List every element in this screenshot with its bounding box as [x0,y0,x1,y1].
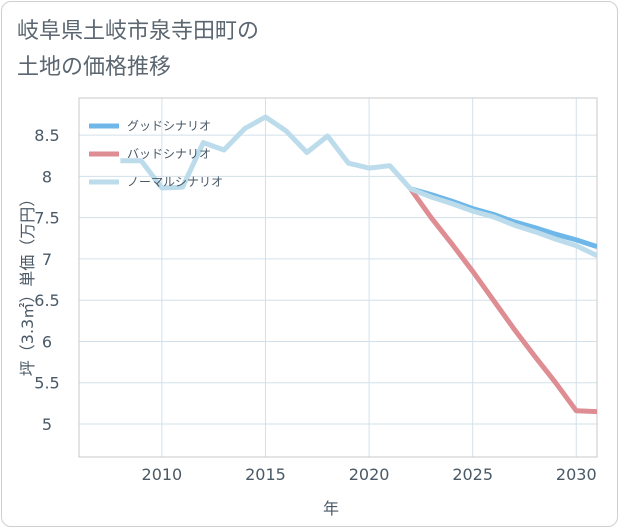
y-tick-label: 8.5 [34,126,59,145]
x-axis-ticks: 2010 2015 2020 2025 2030 [142,465,597,484]
x-tick-label: 2015 [245,465,286,484]
y-tick-label: 8 [42,167,52,186]
chart-title-line-2: 土地の価格推移 [17,55,172,80]
x-tick-label: 2025 [452,465,493,484]
x-axis-title: 年 [323,499,339,518]
plot-area [78,97,598,458]
plot-border [78,97,598,458]
chart-title: 岐阜県土岐市泉寺田町の 土地の価格推移 [17,14,259,86]
y-tick-label: 5 [42,415,52,434]
legend-label-1: バッドシナリオ [127,147,211,161]
chart-title-line-1: 岐阜県土岐市泉寺田町の [17,19,260,44]
legend-label-0: グッドシナリオ [127,119,211,133]
y-tick-label: 6.5 [34,291,59,310]
y-tick-label: 6 [42,332,52,351]
series-layer [120,114,597,415]
legend-label-2: ノーマルシナリオ [127,175,223,189]
y-axis-title: 坪（3.3㎡）単価（万円） [18,191,37,376]
y-tick-label: 7 [42,250,52,269]
y-tick-label: 7.5 [34,209,59,228]
series-line-1 [408,187,597,415]
y-tick-label: 5.5 [34,374,59,393]
series-line-2 [120,114,597,258]
chart-grid [79,98,597,457]
x-tick-label: 2010 [142,465,183,484]
x-tick-label: 2020 [349,465,390,484]
x-tick-label: 2030 [556,465,597,484]
y-axis-ticks: 5 5.5 6 6.5 7 7.5 8 8.5 [34,126,59,434]
